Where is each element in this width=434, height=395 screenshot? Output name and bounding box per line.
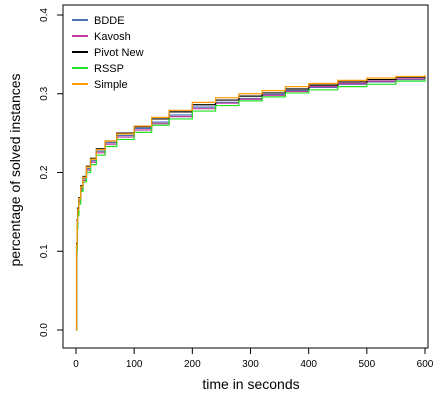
x-axis: 0 100 200 300 400 500 600	[73, 347, 434, 370]
y-axis: 0.0 0.1 0.2 0.3 0.4	[39, 8, 64, 337]
series-line-3	[75, 78, 426, 331]
y-tick-label: 0.1	[39, 244, 50, 258]
y-axis-title: percentage of solved instances	[7, 73, 23, 266]
series-line-1	[75, 77, 426, 331]
x-tick-label: 400	[300, 359, 317, 370]
series-line-4	[75, 74, 426, 331]
series-line-0	[75, 78, 426, 331]
y-tick-label: 0.4	[39, 8, 50, 22]
legend-label: Pivot New	[94, 47, 144, 59]
series-line-2	[75, 76, 426, 331]
legend-label: Simple	[94, 79, 128, 91]
legend-label: RSSP	[94, 63, 124, 75]
x-tick-label: 200	[184, 359, 201, 370]
legend-label: Kavosh	[94, 31, 131, 43]
legend: BDDE Kavosh Pivot New RSSP Simple	[72, 15, 144, 91]
y-tick-label: 0.0	[39, 323, 50, 337]
y-tick-label: 0.2	[39, 165, 50, 179]
x-axis-title: time in seconds	[202, 376, 299, 392]
x-tick-label: 100	[126, 359, 143, 370]
x-tick-label: 500	[358, 359, 375, 370]
x-tick-label: 300	[242, 359, 259, 370]
legend-label: BDDE	[94, 15, 125, 27]
y-tick-label: 0.3	[39, 86, 50, 100]
series-lines	[75, 74, 426, 331]
x-tick-label: 600	[417, 359, 434, 370]
x-tick-label: 0	[73, 359, 79, 370]
